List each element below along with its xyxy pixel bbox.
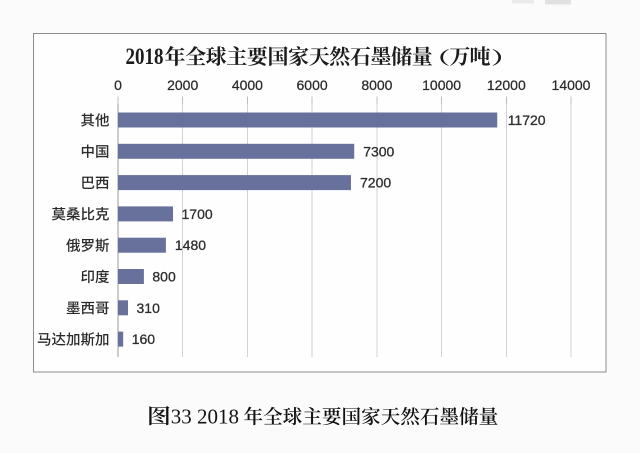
svg-text:12000: 12000 [487,77,526,93]
svg-text:4000: 4000 [232,77,263,93]
svg-text:1480: 1480 [175,237,206,253]
svg-text:1700: 1700 [182,206,213,222]
svg-text:0: 0 [114,77,122,93]
svg-text:800: 800 [152,269,176,285]
svg-text:11720: 11720 [508,112,546,128]
svg-text:2018: 2018 [126,44,164,69]
svg-text:7200: 7200 [360,175,391,191]
svg-text:7300: 7300 [363,143,394,159]
svg-text:160: 160 [132,331,156,347]
svg-text:8000: 8000 [361,77,392,93]
svg-text:6000: 6000 [297,77,328,93]
svg-text:310: 310 [137,300,161,316]
svg-text:14000: 14000 [552,77,591,93]
svg-text:33 2018: 33 2018 [171,405,239,429]
svg-text:10000: 10000 [422,77,461,93]
svg-text:2000: 2000 [167,77,198,93]
